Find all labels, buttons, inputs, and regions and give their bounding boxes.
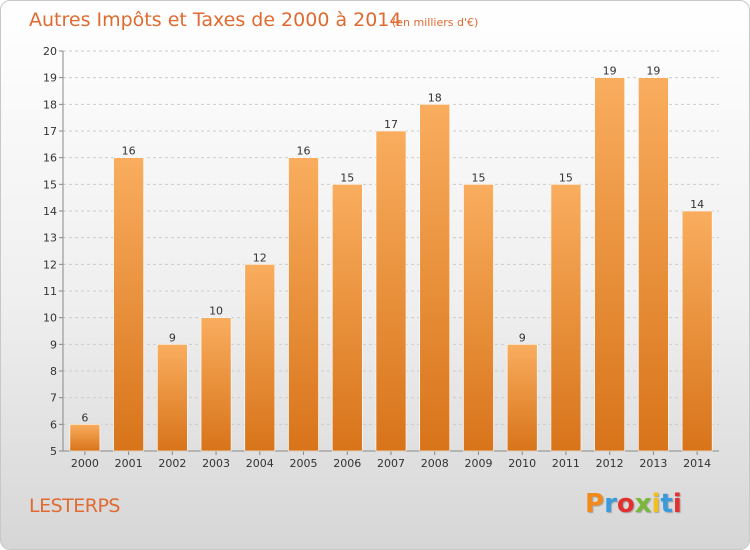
y-tick-label: 6 — [50, 418, 57, 431]
x-tick-label-2013: 2013 — [639, 457, 667, 470]
place-name: LESTERPS — [29, 495, 120, 517]
logo-letter: o — [616, 489, 635, 519]
y-tick-label: 17 — [43, 125, 57, 138]
data-label-2009: 15 — [471, 171, 485, 184]
bar-2000 — [69, 424, 101, 452]
data-label-2000: 6 — [81, 411, 88, 424]
bar-2013 — [638, 77, 669, 452]
x-tick-label-2001: 2001 — [115, 457, 143, 470]
data-label-2002: 9 — [169, 331, 176, 344]
data-label-2011: 15 — [559, 171, 573, 184]
data-label-2003: 10 — [209, 305, 223, 318]
y-tick-label: 15 — [43, 178, 57, 191]
y-tick-label: 20 — [43, 45, 57, 58]
data-label-2008: 18 — [428, 91, 442, 104]
logo-letter: i — [651, 489, 661, 519]
bar-2008 — [419, 104, 451, 452]
bar-2010 — [506, 344, 538, 452]
proxiti-logo: Proxiti — [585, 489, 682, 519]
bar-2014 — [681, 210, 713, 452]
y-tick-label: 9 — [50, 338, 57, 351]
bars — [69, 77, 713, 452]
axes: 5 6 7 8 9 10 11 12 13 14 15 16 17 18 19 20 2000 2001 2002 2… — [43, 45, 719, 470]
logo-letter: t — [660, 489, 673, 519]
bar-2005 — [288, 157, 319, 452]
x-tick-label-2011: 2011 — [552, 457, 580, 470]
x-tick-label-2006: 2006 — [333, 457, 361, 470]
y-tick-label: 19 — [43, 72, 57, 85]
logo-letter: P — [585, 489, 605, 519]
logo-letter: i — [672, 489, 682, 519]
data-label-2010: 9 — [519, 331, 526, 344]
x-tick-label-2010: 2010 — [508, 457, 536, 470]
y-tick-label: 16 — [43, 152, 57, 165]
x-tick-label-2002: 2002 — [158, 457, 186, 470]
data-label-2005: 16 — [297, 145, 311, 158]
bar-2004 — [244, 264, 276, 452]
y-tick-label: 7 — [50, 392, 57, 405]
y-tick-label: 13 — [43, 232, 57, 245]
y-tick-label: 5 — [50, 445, 57, 458]
x-tick-label-2008: 2008 — [421, 457, 449, 470]
chart-title: Autres Impôts et Taxes de 2000 à 2014 — [29, 9, 402, 31]
logo-letter: r — [604, 489, 617, 519]
data-label-2012: 19 — [603, 65, 617, 78]
data-label-2006: 15 — [340, 171, 354, 184]
bar-2012 — [594, 77, 625, 452]
data-label-2001: 16 — [122, 145, 136, 158]
x-tick-label-2009: 2009 — [464, 457, 492, 470]
bar-2006 — [331, 184, 363, 452]
bar-2009 — [463, 184, 494, 452]
data-labels: 6 16 9 10 12 16 15 17 18 15 9 15 19 19 14 — [81, 65, 704, 425]
x-tick-label-2005: 2005 — [290, 457, 318, 470]
y-tick-label: 18 — [43, 98, 57, 111]
x-tick-label-2012: 2012 — [596, 457, 624, 470]
x-tick-label-2007: 2007 — [377, 457, 405, 470]
y-tick-label: 14 — [43, 205, 57, 218]
data-label-2004: 12 — [253, 251, 267, 264]
y-tick-label: 12 — [43, 258, 57, 271]
y-tick-label: 11 — [43, 285, 57, 298]
bar-2007 — [375, 130, 407, 452]
data-label-2014: 14 — [690, 198, 704, 211]
x-tick-label-2003: 2003 — [202, 457, 230, 470]
data-label-2013: 19 — [646, 65, 660, 78]
bar-2002 — [157, 344, 188, 452]
bar-2011 — [550, 184, 582, 452]
x-tick-label-2000: 2000 — [71, 457, 99, 470]
x-tick-label-2014: 2014 — [683, 457, 711, 470]
y-tick-label: 8 — [50, 365, 57, 378]
chart-subtitle: (en milliers d'€) — [392, 16, 478, 29]
bar-2003 — [200, 317, 232, 452]
y-tick-label: 10 — [43, 312, 57, 325]
data-label-2007: 17 — [384, 118, 398, 131]
x-tick-label-2004: 2004 — [246, 457, 274, 470]
bar-2001 — [113, 157, 144, 452]
logo-letter: x — [634, 489, 652, 519]
